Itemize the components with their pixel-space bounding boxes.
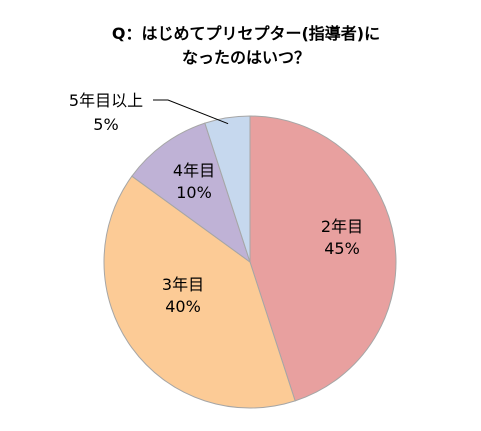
chart-title-line-1: Q：はじめてプリセプター(指導者)に [112,24,380,43]
pie-slice-2 [103,175,296,409]
pie-slice-1 [249,115,397,402]
slice-value-label-1: 45% [324,239,360,258]
chart-title-line-2: なったのはいつ？ [182,48,310,67]
leader-line-4 [153,99,229,125]
slice-category-label-3: 4年目 [173,161,215,180]
pie-slice-4 [204,115,251,263]
slice-category-label-1: 2年目 [321,217,363,236]
slice-category-label-2: 3年目 [162,275,204,294]
slice-value-label-4: 5% [93,115,118,134]
pie-slice-3 [131,122,251,264]
slice-value-label-2: 40% [165,297,201,316]
slice-category-label-4: 5年目以上 [69,91,143,110]
slice-value-label-3: 10% [176,183,212,202]
